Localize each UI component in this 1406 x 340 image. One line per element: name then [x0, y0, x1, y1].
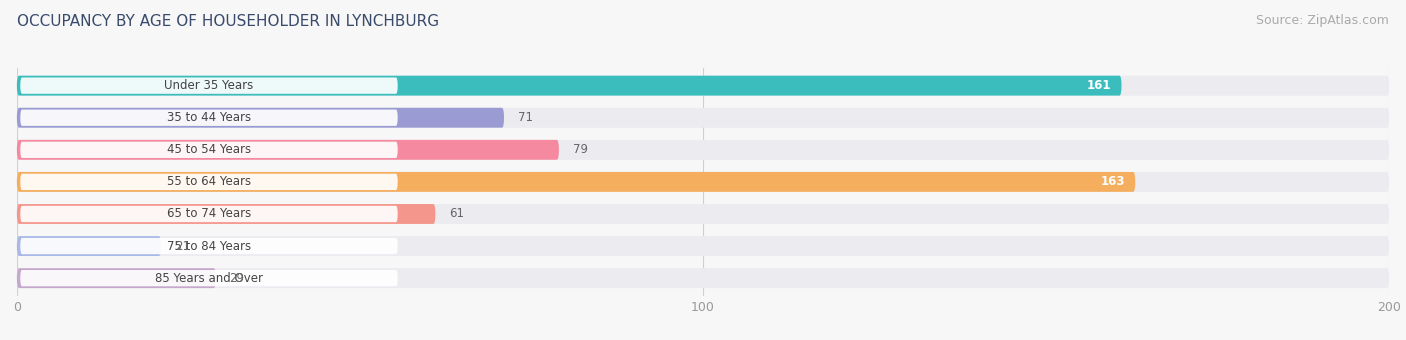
FancyBboxPatch shape [17, 204, 1389, 224]
Text: 35 to 44 Years: 35 to 44 Years [167, 111, 252, 124]
FancyBboxPatch shape [17, 140, 560, 160]
FancyBboxPatch shape [20, 206, 398, 222]
Text: 161: 161 [1087, 79, 1111, 92]
FancyBboxPatch shape [17, 76, 1122, 96]
FancyBboxPatch shape [17, 236, 160, 256]
FancyBboxPatch shape [17, 108, 503, 128]
Text: 85 Years and Over: 85 Years and Over [155, 272, 263, 285]
Text: 75 to 84 Years: 75 to 84 Years [167, 240, 252, 253]
FancyBboxPatch shape [17, 268, 1389, 288]
Text: Source: ZipAtlas.com: Source: ZipAtlas.com [1256, 14, 1389, 27]
Text: 29: 29 [229, 272, 245, 285]
FancyBboxPatch shape [20, 238, 398, 254]
Text: 61: 61 [449, 207, 464, 220]
FancyBboxPatch shape [17, 268, 217, 288]
Text: 65 to 74 Years: 65 to 74 Years [167, 207, 252, 220]
FancyBboxPatch shape [17, 108, 1389, 128]
Text: 45 to 54 Years: 45 to 54 Years [167, 143, 252, 156]
Text: 21: 21 [174, 240, 190, 253]
FancyBboxPatch shape [20, 142, 398, 158]
Text: 55 to 64 Years: 55 to 64 Years [167, 175, 252, 188]
Text: OCCUPANCY BY AGE OF HOUSEHOLDER IN LYNCHBURG: OCCUPANCY BY AGE OF HOUSEHOLDER IN LYNCH… [17, 14, 439, 29]
FancyBboxPatch shape [17, 140, 1389, 160]
Text: Under 35 Years: Under 35 Years [165, 79, 253, 92]
Text: 71: 71 [517, 111, 533, 124]
FancyBboxPatch shape [20, 78, 398, 94]
FancyBboxPatch shape [20, 174, 398, 190]
FancyBboxPatch shape [17, 204, 436, 224]
FancyBboxPatch shape [17, 172, 1389, 192]
FancyBboxPatch shape [20, 109, 398, 126]
FancyBboxPatch shape [20, 270, 398, 286]
FancyBboxPatch shape [17, 76, 1389, 96]
FancyBboxPatch shape [17, 172, 1135, 192]
FancyBboxPatch shape [17, 236, 1389, 256]
Text: 79: 79 [572, 143, 588, 156]
Text: 163: 163 [1101, 175, 1125, 188]
